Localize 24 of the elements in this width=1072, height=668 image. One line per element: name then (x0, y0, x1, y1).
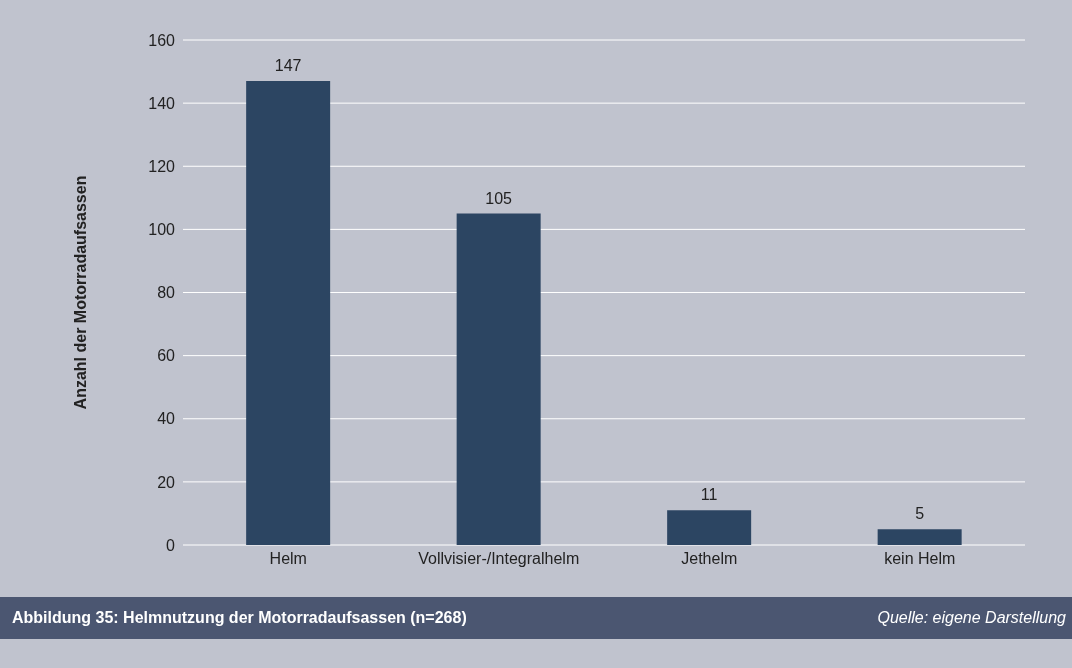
y-tick-label: 120 (148, 157, 176, 175)
bar (246, 81, 331, 545)
source-note: Quelle: eigene Darstellung (877, 609, 1066, 627)
y-tick-label: 100 (148, 221, 176, 239)
y-tick-label: 80 (157, 284, 176, 302)
x-tick-label: Vollvisier-/Integralhelm (418, 550, 580, 568)
x-tick-label: Helm (269, 550, 307, 568)
text: Abbildung 35: Helmnutzung der Motorradaufsassen (n=268) (12, 609, 467, 627)
data-label: 105 (485, 189, 513, 207)
y-axis-title: Anzahl der Motorradaufsassen (71, 175, 89, 410)
y-tick-label: 60 (157, 347, 176, 365)
data-label: 5 (915, 505, 925, 523)
y-tick-label: 140 (148, 94, 176, 112)
y-tick-label: 0 (166, 536, 176, 554)
bar (667, 510, 752, 545)
bar (456, 213, 541, 545)
x-tick-label: kein Helm (884, 550, 956, 568)
data-label: 11 (700, 486, 718, 504)
bar (877, 529, 962, 545)
data-label: 147 (274, 57, 302, 75)
y-tick-label: 20 (157, 473, 176, 491)
y-tick-label: 160 (148, 31, 176, 49)
x-tick-label: Jethelm (681, 550, 738, 568)
y-tick-label: 40 (157, 410, 176, 428)
